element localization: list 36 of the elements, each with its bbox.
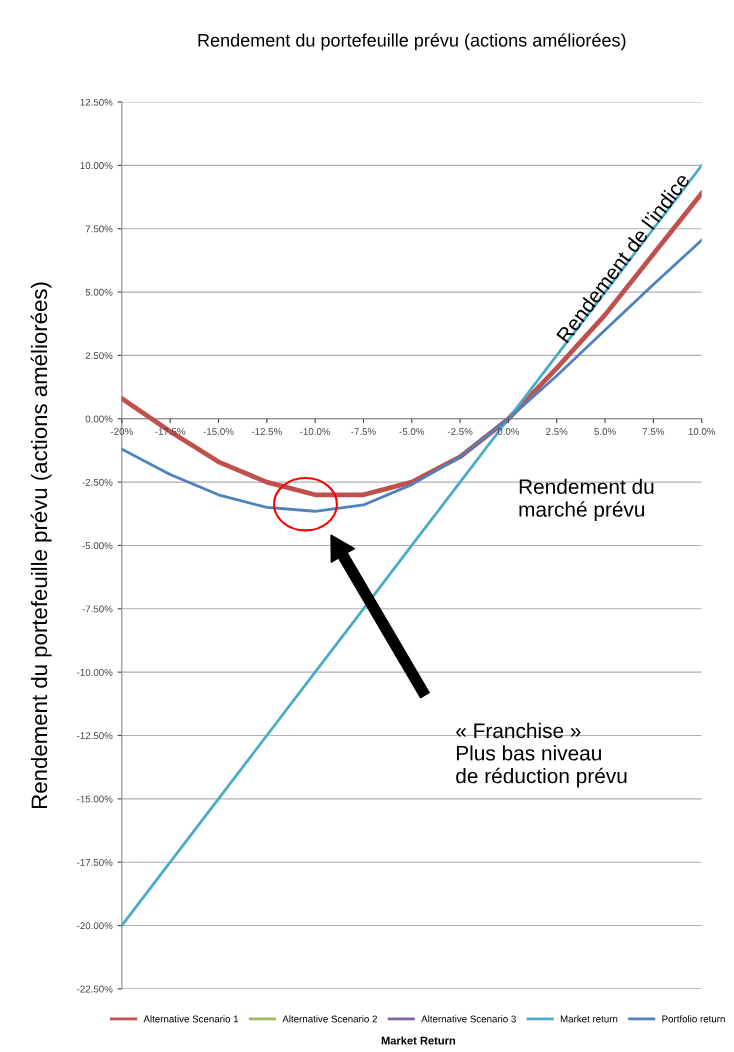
x-tick-label: 10.0%: [688, 428, 716, 435]
x-tick-label: -12.5%: [251, 428, 282, 435]
annotation: Rendement du marché prévu: [519, 478, 654, 521]
annotation: « Franchise » Plus bas niveau de réduction prévu: [456, 722, 627, 788]
y-tick-label: -17.50%: [77, 858, 113, 866]
y-tick-label: 2.50%: [85, 352, 113, 360]
y-axis-title: Rendement du portefeuille prévu (actions améliorées): [30, 282, 52, 808]
x-tick-label: -7.5%: [351, 428, 376, 435]
y-tick-label: -10.00%: [77, 668, 113, 676]
y-tick-label: -5.00%: [82, 542, 113, 550]
x-tick-label: -5.0%: [399, 428, 425, 435]
y-tick-label: -12.50%: [77, 732, 113, 740]
y-tick-label: -2.50%: [82, 478, 113, 486]
x-tick-label: -2.5%: [447, 428, 473, 435]
x-tick-label: 7.5%: [642, 428, 665, 435]
x-tick-label: 2.5%: [546, 428, 568, 435]
y-tick-label: 7.50%: [85, 225, 113, 233]
legend-label: Alternative Scenario 1: [143, 1015, 239, 1023]
y-tick-label: -20.00%: [77, 922, 113, 930]
y-tick-label: 5.00%: [85, 288, 113, 296]
y-tick-label: 12.50%: [80, 98, 113, 106]
y-tick-label: -7.50%: [82, 605, 113, 613]
chart-title: Rendement du portefeuille prévu (actions améliorées): [198, 33, 626, 51]
y-tick-label: -15.00%: [77, 795, 113, 803]
x-axis-title: Market Return: [381, 1036, 456, 1045]
y-tick-label: -22.50%: [77, 985, 113, 993]
legend-label: Alternative Scenario 2: [282, 1015, 377, 1023]
x-tick-label: 5.0%: [594, 428, 616, 435]
x-tick-label: -15.0%: [203, 428, 234, 435]
legend-label: Portfolio return: [662, 1015, 725, 1023]
x-tick-label: -20%: [110, 428, 133, 435]
y-tick-label: 0.00%: [85, 415, 113, 423]
x-tick-label: -10.0%: [300, 428, 331, 435]
legend-label: Alternative Scenario 3: [421, 1015, 516, 1023]
y-tick-label: 10.00%: [80, 162, 113, 170]
legend-label: Market return: [560, 1015, 618, 1023]
